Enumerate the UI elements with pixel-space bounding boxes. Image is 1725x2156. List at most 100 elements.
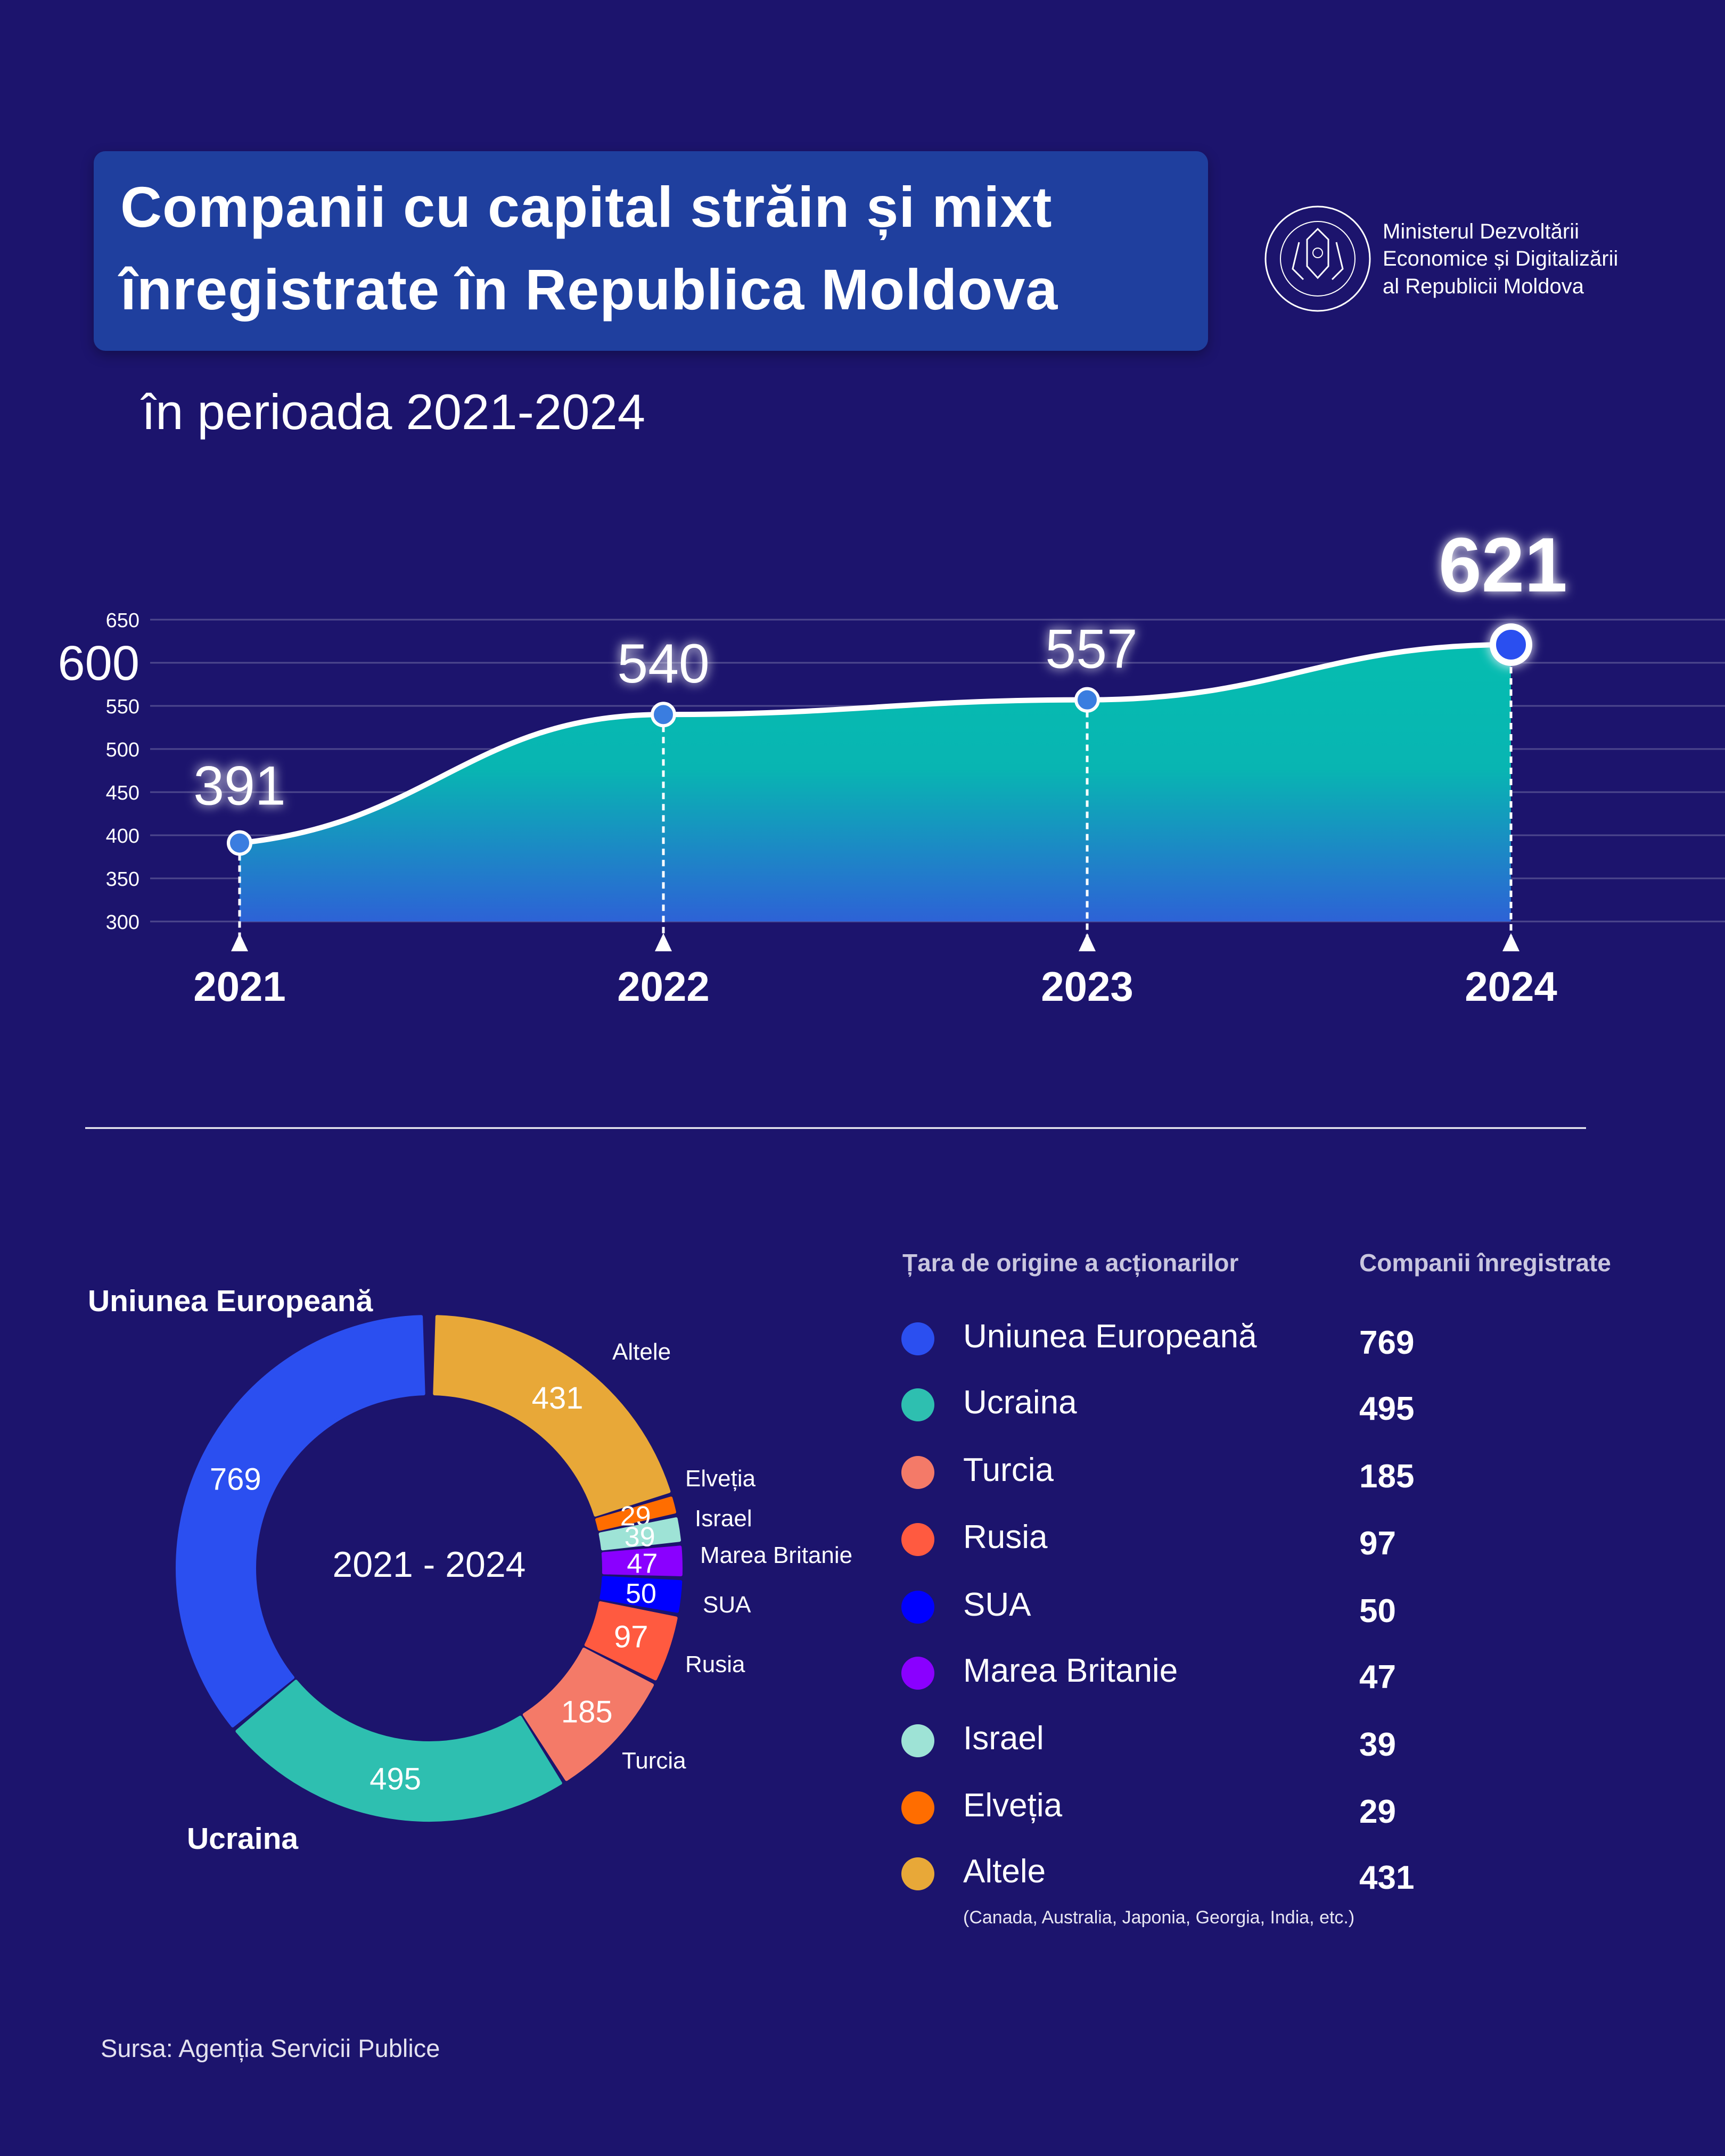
x-tick-label: 2022 xyxy=(617,963,710,1010)
data-point xyxy=(227,830,252,856)
legend-row: Turcia 185 xyxy=(900,1451,1485,1495)
donut-segment xyxy=(433,1315,671,1517)
x-marker-triangle-icon xyxy=(655,933,672,951)
legend-row: Israel 39 xyxy=(900,1719,1485,1763)
donut-label-ucraina: Ucraina xyxy=(187,1822,299,1856)
legend-value: 39 xyxy=(1359,1726,1396,1763)
y-tick-label: 300 xyxy=(106,911,139,934)
donut-label-israel: Israel xyxy=(695,1505,752,1532)
donut-label-uniunea-europeana: Uniunea Europeană xyxy=(88,1284,373,1318)
legend-value: 29 xyxy=(1359,1793,1396,1830)
donut-segment xyxy=(522,1648,654,1781)
legend-label: Elveția xyxy=(963,1787,1063,1824)
donut-segment xyxy=(235,1680,562,1822)
legend-value: 97 xyxy=(1359,1525,1396,1562)
legend-label: Ucraina xyxy=(963,1384,1077,1421)
ministry-name-line-3: al Republicii Moldova xyxy=(1383,275,1584,298)
legend-row: Altele 431 xyxy=(900,1853,1485,1896)
y-tick-label: 550 xyxy=(106,696,139,718)
donut-segment xyxy=(601,1545,683,1577)
donut-center-label: 2021 - 2024 xyxy=(332,1544,526,1585)
legend-label: Uniunea Europeană xyxy=(963,1318,1257,1355)
area-chart: 300 350 400 450 500 550 600 650 391 2021 540 2022 5… xyxy=(58,522,1725,1010)
legend-dot-icon xyxy=(901,1791,934,1824)
title-line-2: înregistrate în Republica Moldova xyxy=(120,257,1058,322)
x-marker-triangle-icon xyxy=(1079,933,1096,951)
donut-label-altele: Altele xyxy=(612,1339,671,1365)
legend-row: SUA 50 xyxy=(900,1586,1485,1630)
legend-header-country: Țara de origine a acționarilor xyxy=(902,1249,1239,1277)
donut-segment xyxy=(598,1517,681,1551)
data-label: 540 xyxy=(617,633,710,695)
legend-value: 431 xyxy=(1359,1859,1415,1896)
data-point-highlight xyxy=(1490,623,1532,666)
donut-value-label: 47 xyxy=(627,1548,658,1579)
title-box: Companii cu capital străin și mixt înreg… xyxy=(94,151,1208,351)
legend-value: 50 xyxy=(1359,1593,1396,1630)
y-tick-label: 450 xyxy=(106,782,139,804)
legend-dot-icon xyxy=(901,1523,934,1556)
ministry-name-line-2: Economice și Digitalizării xyxy=(1383,247,1619,270)
donut-label-rusia: Rusia xyxy=(685,1651,745,1677)
legend-dot-icon xyxy=(901,1657,934,1690)
donut-segment xyxy=(584,1601,678,1681)
legend-dot-icon xyxy=(901,1857,934,1890)
donut-segment xyxy=(595,1496,677,1531)
legend-label: Altele xyxy=(963,1853,1046,1890)
donut-value-label: 50 xyxy=(626,1578,656,1609)
legend-dot-icon xyxy=(901,1591,934,1624)
title-line-1: Companii cu capital străin și mixt xyxy=(120,175,1053,239)
source-note: Sursa: Agenția Servicii Publice xyxy=(101,2034,440,2062)
legend-row: Elveția 29 xyxy=(900,1787,1485,1830)
legend-row: Uniunea Europeană 769 xyxy=(900,1318,1485,1361)
donut-value-label: 39 xyxy=(625,1521,655,1552)
legend-value: 769 xyxy=(1359,1324,1415,1361)
data-label: 557 xyxy=(1045,619,1138,680)
y-tick-label: 400 xyxy=(106,825,139,847)
data-point xyxy=(1074,687,1100,713)
legend-dot-icon xyxy=(901,1456,934,1489)
x-marker-triangle-icon xyxy=(1502,933,1519,951)
x-marker-triangle-icon xyxy=(231,933,248,951)
legend-value: 185 xyxy=(1359,1458,1415,1495)
y-tick-label: 650 xyxy=(106,610,139,632)
series-line xyxy=(239,641,1512,846)
ministry-name-line-1: Ministerul Dezvoltării xyxy=(1383,220,1579,243)
donut-label-sua: SUA xyxy=(703,1592,751,1618)
legend-row: Ucraina 495 xyxy=(900,1384,1485,1427)
data-label: 391 xyxy=(193,755,286,817)
data-point xyxy=(651,702,676,728)
donut-label-marea-britanie: Marea Britanie xyxy=(700,1542,853,1568)
legend-dot-icon xyxy=(901,1322,934,1355)
y-tick-label: 500 xyxy=(106,739,139,761)
legend-value: 495 xyxy=(1359,1390,1415,1427)
x-tick-label: 2023 xyxy=(1041,963,1133,1010)
legend-row: Marea Britanie 47 xyxy=(900,1652,1485,1696)
donut-value-label: 185 xyxy=(561,1694,613,1729)
donut-value-label: 769 xyxy=(210,1462,261,1496)
donut-value-label: 431 xyxy=(532,1381,584,1416)
donut-segment xyxy=(176,1315,425,1727)
legend-value: 47 xyxy=(1359,1659,1396,1696)
donut-value-label: 97 xyxy=(614,1620,648,1655)
x-tick-label: 2024 xyxy=(1465,963,1557,1010)
donut-label-elvetia: Elveția xyxy=(685,1466,756,1492)
legend-label: Israel xyxy=(963,1720,1044,1757)
legend-dot-icon xyxy=(901,1388,934,1421)
donut-segment xyxy=(599,1576,683,1613)
donut-label-turcia: Turcia xyxy=(622,1748,686,1774)
legend-label: Marea Britanie xyxy=(963,1652,1178,1689)
area-fill xyxy=(240,644,1511,921)
legend-label: Rusia xyxy=(963,1519,1048,1556)
donut-value-label: 495 xyxy=(369,1762,421,1796)
legend-dot-icon xyxy=(901,1724,934,1757)
legend-label: Turcia xyxy=(963,1452,1054,1488)
subtitle: în perioada 2021-2024 xyxy=(142,384,646,440)
legend-row: Rusia 97 xyxy=(900,1518,1485,1562)
data-label: 621 xyxy=(1439,522,1567,608)
x-tick-label: 2021 xyxy=(193,963,286,1010)
y-tick-label: 600 xyxy=(58,636,140,690)
legend-label: SUA xyxy=(963,1586,1031,1623)
legend-note: (Canada, Australia, Japonia, Georgia, In… xyxy=(963,1907,1355,1928)
